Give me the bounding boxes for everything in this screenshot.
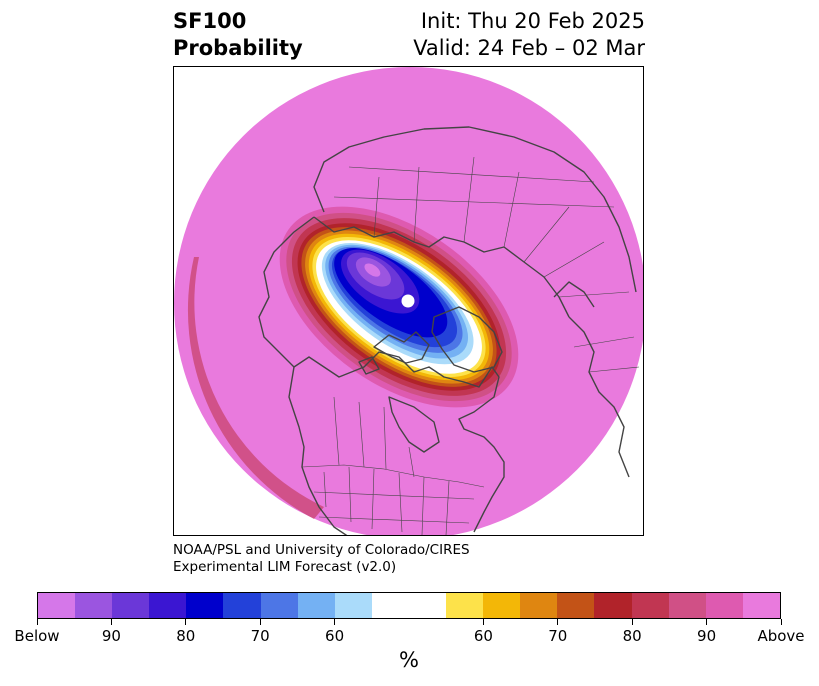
colorbar-tick-label: Below (14, 627, 60, 645)
probability-label: Probability (173, 36, 303, 60)
map-canvas (174, 67, 643, 535)
map-edge-shading (187, 257, 324, 519)
colorbar-swatch (408, 593, 447, 618)
colorbar-tick-label: 60 (473, 627, 493, 645)
colorbar-tick-label: 70 (250, 627, 270, 645)
colorbar-swatch (297, 593, 335, 618)
credit-model: Experimental LIM Forecast (v2.0) (173, 559, 397, 575)
colorbar-swatch (186, 593, 224, 618)
colorbar-swatch (75, 593, 113, 618)
chart-title: SF100 Probability (173, 8, 303, 62)
credit-org: NOAA/PSL and University of Colorado/CIRE… (173, 542, 470, 558)
canada-province-lines (333, 396, 415, 478)
colorbar-tick-label: 70 (548, 627, 568, 645)
colorbar (37, 592, 781, 619)
colorbar-swatch (38, 593, 76, 618)
canadian-archipelago (358, 331, 430, 375)
colorbar-tick-label: 90 (697, 627, 717, 645)
colorbar-unit: % (399, 648, 419, 672)
colorbar-tick (110, 619, 112, 625)
colorbar-swatch (371, 593, 409, 618)
colorbar-swatch (742, 593, 780, 618)
forecast-dates: Init: Thu 20 Feb 2025 Valid: 24 Feb – 02… (413, 8, 645, 62)
north-pole-marker (401, 294, 415, 308)
colorbar-swatch (149, 593, 187, 618)
colorbar-swatch (260, 593, 298, 618)
political-borders (301, 156, 640, 535)
colorbar-tick-label: 90 (101, 627, 121, 645)
colorbar-tick (259, 619, 261, 625)
colorbar-tick (780, 619, 782, 625)
colorbar-swatch (446, 593, 484, 618)
eurasia-borders (333, 156, 640, 373)
colorbar-tick-label: 60 (325, 627, 345, 645)
colorbar-tick-label: 80 (622, 627, 642, 645)
colorbar-swatch (334, 593, 372, 618)
colorbar-tick (185, 619, 187, 625)
colorbar-tick (631, 619, 633, 625)
colorbar-tick (706, 619, 708, 625)
canada-us-border (301, 464, 485, 488)
europe-coast (553, 281, 630, 478)
colorbar-swatch (483, 593, 521, 618)
colorbar-swatch (223, 593, 261, 618)
asia-east-coast (258, 216, 315, 368)
colorbar-swatch (594, 593, 632, 618)
colorbar-swatch (668, 593, 706, 618)
colorbar-tick (482, 619, 484, 625)
colorbar-tick (557, 619, 559, 625)
colorbar-swatch (631, 593, 669, 618)
colorbar-swatch (520, 593, 558, 618)
us-state-lines (313, 466, 475, 535)
contour-below-max (364, 263, 381, 277)
source-credit: NOAA/PSL and University of Colorado/CIRE… (173, 542, 470, 576)
colorbar-tick-label: Above (757, 627, 805, 645)
colorbar-swatch (112, 593, 150, 618)
eurasia-coast (313, 126, 637, 318)
valid-range: Valid: 24 Feb – 02 Mar (413, 36, 645, 60)
variable-label: SF100 (173, 9, 247, 33)
probability-anomaly (279, 206, 519, 408)
colorbar-tick (36, 619, 38, 625)
colorbar-swatch (557, 593, 595, 618)
hudson-bay-coast (388, 396, 440, 453)
colorbar-tick (334, 619, 336, 625)
colorbar-swatch (705, 593, 743, 618)
forecast-map (173, 66, 644, 536)
greenland-coast (431, 306, 503, 373)
init-date: Init: Thu 20 Feb 2025 (420, 9, 645, 33)
colorbar-tick-label: 80 (176, 627, 196, 645)
